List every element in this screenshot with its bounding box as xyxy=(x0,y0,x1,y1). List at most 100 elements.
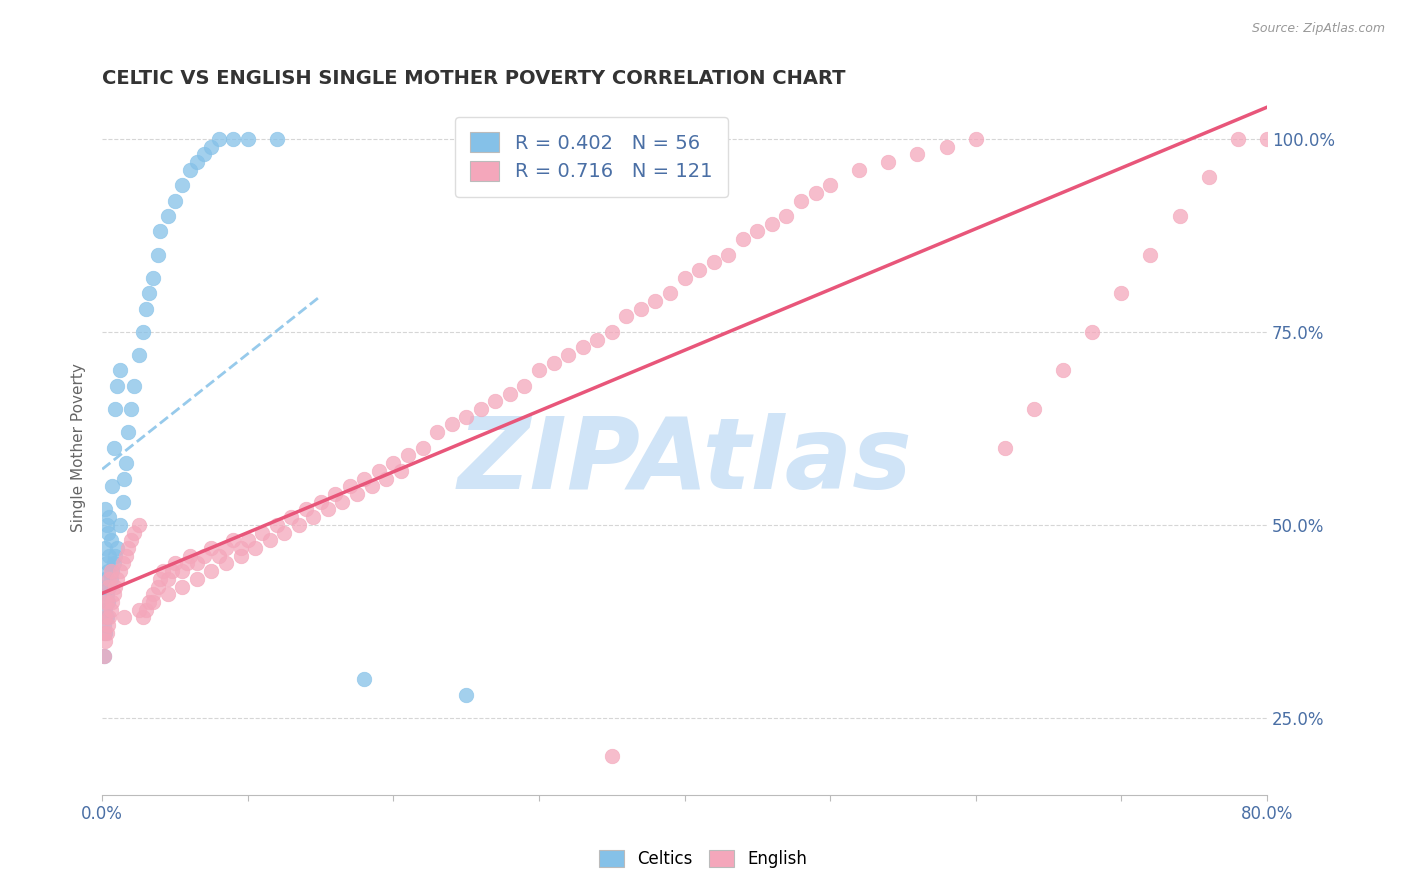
Point xyxy=(111,494,134,508)
Point xyxy=(761,217,783,231)
Point xyxy=(208,549,231,563)
Point xyxy=(104,580,127,594)
Point xyxy=(600,749,623,764)
Point xyxy=(128,603,150,617)
Point xyxy=(208,132,231,146)
Legend: Celtics, English: Celtics, English xyxy=(592,843,814,875)
Point xyxy=(163,557,186,571)
Point xyxy=(200,541,222,555)
Point xyxy=(122,525,145,540)
Point xyxy=(97,564,120,578)
Point xyxy=(135,301,157,316)
Point xyxy=(96,517,118,532)
Point xyxy=(243,541,266,555)
Point xyxy=(1052,363,1074,377)
Point xyxy=(965,132,987,146)
Point xyxy=(111,557,134,571)
Point xyxy=(103,587,125,601)
Point xyxy=(142,595,165,609)
Point xyxy=(614,310,637,324)
Point xyxy=(470,402,492,417)
Point xyxy=(93,649,115,664)
Point xyxy=(156,572,179,586)
Point xyxy=(142,587,165,601)
Point xyxy=(128,348,150,362)
Point xyxy=(266,517,288,532)
Point xyxy=(426,425,449,440)
Point xyxy=(332,494,354,508)
Point xyxy=(96,610,118,624)
Point xyxy=(287,517,309,532)
Point xyxy=(179,162,201,177)
Point xyxy=(222,533,245,548)
Point xyxy=(117,541,139,555)
Point xyxy=(104,402,127,417)
Point xyxy=(103,441,125,455)
Point xyxy=(96,587,118,601)
Point xyxy=(100,572,122,586)
Legend: R = 0.402   N = 56, R = 0.716   N = 121: R = 0.402 N = 56, R = 0.716 N = 121 xyxy=(454,117,728,197)
Point xyxy=(186,557,208,571)
Point xyxy=(98,580,121,594)
Point xyxy=(100,603,122,617)
Point xyxy=(222,132,245,146)
Point xyxy=(132,325,155,339)
Point xyxy=(360,479,382,493)
Point xyxy=(101,564,124,578)
Point xyxy=(93,649,115,664)
Point xyxy=(101,595,124,609)
Point xyxy=(215,541,238,555)
Point xyxy=(117,425,139,440)
Point xyxy=(163,194,186,208)
Point xyxy=(804,186,827,200)
Point xyxy=(1022,402,1045,417)
Point xyxy=(644,293,666,308)
Point xyxy=(367,464,389,478)
Point xyxy=(105,572,128,586)
Point xyxy=(484,394,506,409)
Point xyxy=(160,564,183,578)
Point xyxy=(440,417,463,432)
Point xyxy=(389,464,412,478)
Point xyxy=(132,610,155,624)
Point xyxy=(280,510,302,524)
Point xyxy=(557,348,579,362)
Point xyxy=(747,224,769,238)
Point xyxy=(1226,132,1249,146)
Point xyxy=(114,549,136,563)
Point xyxy=(172,580,194,594)
Point xyxy=(94,502,117,516)
Point xyxy=(259,533,281,548)
Point xyxy=(93,618,115,632)
Point xyxy=(97,618,120,632)
Point xyxy=(172,564,194,578)
Point xyxy=(193,549,215,563)
Point xyxy=(96,626,118,640)
Point xyxy=(717,247,740,261)
Point xyxy=(94,541,117,555)
Point xyxy=(586,333,609,347)
Point xyxy=(266,132,288,146)
Point xyxy=(200,139,222,153)
Point xyxy=(1111,286,1133,301)
Point xyxy=(94,572,117,586)
Point xyxy=(156,209,179,223)
Point xyxy=(994,441,1017,455)
Point xyxy=(96,557,118,571)
Point xyxy=(571,340,593,354)
Point xyxy=(456,409,478,424)
Point xyxy=(179,549,201,563)
Point xyxy=(543,356,565,370)
Point xyxy=(94,603,117,617)
Point xyxy=(149,224,172,238)
Point xyxy=(273,525,295,540)
Point xyxy=(146,580,169,594)
Point xyxy=(353,672,375,686)
Point xyxy=(935,139,957,153)
Point xyxy=(790,194,813,208)
Point xyxy=(1168,209,1191,223)
Point xyxy=(200,564,222,578)
Point xyxy=(236,533,259,548)
Point xyxy=(97,525,120,540)
Point xyxy=(108,564,131,578)
